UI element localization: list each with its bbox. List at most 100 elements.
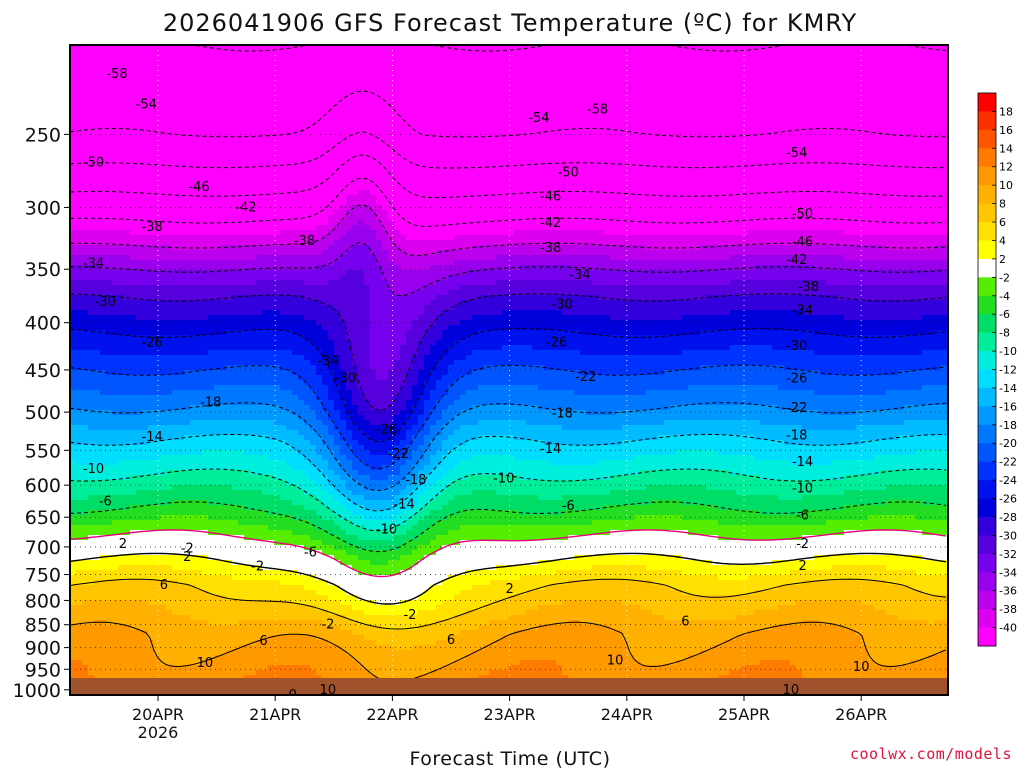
field-cell bbox=[220, 295, 227, 301]
field-cell bbox=[148, 300, 155, 306]
field-cell bbox=[244, 340, 251, 346]
field-cell bbox=[118, 655, 125, 661]
field-cell bbox=[274, 490, 281, 496]
field-cell bbox=[124, 210, 131, 216]
field-cell bbox=[112, 80, 119, 86]
field-cell bbox=[202, 115, 209, 121]
field-cell bbox=[244, 210, 251, 216]
field-cell bbox=[292, 305, 299, 311]
field-cell bbox=[268, 120, 275, 126]
field-cell bbox=[154, 460, 161, 466]
field-cell bbox=[70, 465, 77, 471]
field-cell bbox=[118, 670, 125, 676]
field-cell bbox=[208, 360, 215, 366]
field-cell bbox=[178, 645, 185, 651]
field-cell bbox=[220, 585, 227, 591]
field-cell bbox=[214, 570, 221, 576]
field-cell bbox=[268, 525, 275, 531]
field-cell bbox=[232, 45, 239, 51]
field-cell bbox=[226, 340, 233, 346]
field-cell bbox=[196, 380, 203, 386]
field-cell bbox=[262, 330, 269, 336]
field-cell bbox=[172, 165, 179, 171]
field-cell bbox=[106, 590, 113, 596]
field-cell bbox=[286, 50, 293, 56]
field-cell bbox=[166, 290, 173, 296]
field-cell bbox=[202, 400, 209, 406]
field-cell bbox=[220, 465, 227, 471]
field-cell bbox=[130, 405, 137, 411]
field-cell bbox=[262, 245, 269, 251]
field-cell bbox=[76, 605, 83, 611]
field-cell bbox=[130, 565, 137, 571]
field-cell bbox=[238, 605, 245, 611]
field-cell bbox=[106, 315, 113, 321]
field-cell bbox=[148, 330, 155, 336]
field-cell bbox=[286, 565, 293, 571]
field-cell bbox=[112, 125, 119, 131]
field-cell bbox=[190, 425, 197, 431]
field-cell bbox=[196, 405, 203, 411]
field-cell bbox=[112, 675, 119, 681]
field-cell bbox=[220, 375, 227, 381]
field-cell bbox=[88, 250, 95, 256]
field-cell bbox=[124, 565, 131, 571]
field-cell bbox=[94, 95, 101, 101]
field-cell bbox=[172, 655, 179, 661]
field-cell bbox=[82, 405, 89, 411]
field-cell bbox=[232, 355, 239, 361]
field-cell bbox=[232, 275, 239, 281]
field-cell bbox=[208, 675, 215, 681]
field-cell bbox=[250, 425, 257, 431]
field-cell bbox=[256, 360, 263, 366]
field-cell bbox=[178, 550, 185, 556]
field-cell bbox=[76, 530, 83, 536]
field-cell bbox=[214, 300, 221, 306]
field-cell bbox=[190, 130, 197, 136]
field-cell bbox=[136, 560, 143, 566]
field-cell bbox=[148, 525, 155, 531]
field-cell bbox=[292, 190, 299, 196]
field-cell bbox=[130, 375, 137, 381]
field-cell bbox=[280, 90, 287, 96]
field-cell bbox=[220, 485, 227, 491]
field-cell bbox=[202, 595, 209, 601]
field-cell bbox=[76, 525, 83, 531]
field-cell bbox=[124, 520, 131, 526]
field-cell bbox=[244, 610, 251, 616]
field-cell bbox=[178, 240, 185, 246]
field-cell bbox=[190, 260, 197, 266]
field-cell bbox=[124, 170, 131, 176]
field-cell bbox=[106, 570, 113, 576]
field-cell bbox=[298, 45, 305, 51]
field-cell bbox=[178, 400, 185, 406]
field-cell bbox=[112, 175, 119, 181]
field-cell bbox=[94, 530, 101, 536]
field-cell bbox=[178, 530, 185, 536]
field-cell bbox=[190, 485, 197, 491]
field-cell bbox=[94, 420, 101, 426]
field-cell bbox=[88, 60, 95, 66]
field-cell bbox=[70, 670, 77, 676]
field-cell bbox=[280, 165, 287, 171]
field-cell bbox=[268, 260, 275, 266]
field-cell bbox=[238, 300, 245, 306]
field-cell bbox=[130, 620, 137, 626]
field-cell bbox=[112, 635, 119, 641]
field-cell bbox=[196, 525, 203, 531]
field-cell bbox=[160, 645, 167, 651]
field-cell bbox=[196, 545, 203, 551]
field-cell bbox=[196, 100, 203, 106]
field-cell bbox=[160, 305, 167, 311]
field-cell bbox=[130, 125, 137, 131]
field-cell bbox=[136, 655, 143, 661]
field-cell bbox=[220, 175, 227, 181]
field-cell bbox=[262, 535, 269, 541]
field-cell bbox=[154, 220, 161, 226]
field-cell bbox=[82, 565, 89, 571]
field-cell bbox=[280, 535, 287, 541]
field-cell bbox=[268, 160, 275, 166]
field-cell bbox=[178, 555, 185, 561]
field-cell bbox=[148, 540, 155, 546]
field-cell bbox=[286, 490, 293, 496]
